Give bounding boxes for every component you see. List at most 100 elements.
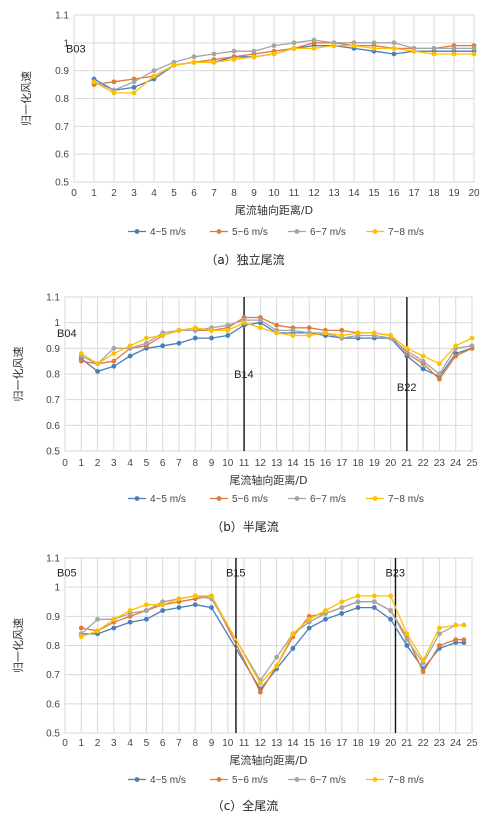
data-point xyxy=(371,599,377,605)
x-tick-label: 13 xyxy=(271,738,283,749)
data-point xyxy=(355,605,361,610)
x-tick-label: 8 xyxy=(192,738,198,749)
x-tick-label: 14 xyxy=(287,458,299,469)
data-point xyxy=(404,345,410,351)
y-tick-label: 0.7 xyxy=(46,395,60,406)
data-point xyxy=(420,669,426,675)
data-point xyxy=(160,333,166,338)
data-point xyxy=(437,371,442,377)
data-point xyxy=(257,689,263,695)
legend-label: 7~8 m/s xyxy=(388,775,424,786)
data-point xyxy=(231,48,237,54)
data-point xyxy=(323,330,328,336)
data-point xyxy=(453,343,459,349)
chart-caption: （c）全尾流 xyxy=(212,798,279,813)
legend-label: 6~7 m/s xyxy=(310,227,346,238)
data-point xyxy=(209,593,214,599)
data-point xyxy=(95,616,100,622)
x-tick-label: 8 xyxy=(231,188,237,199)
data-point xyxy=(420,353,426,359)
data-point xyxy=(311,37,317,43)
legend-label: 4~5 m/s xyxy=(150,775,186,786)
x-tick-label: 2 xyxy=(95,458,101,469)
data-point xyxy=(176,596,182,602)
chart-3: 0.50.60.70.80.911.10 1 2 3 4 5 6 7 8 9 10 11 12 13 14 1… xyxy=(11,554,478,814)
data-point xyxy=(274,322,280,328)
data-point xyxy=(306,625,312,631)
data-point xyxy=(339,611,345,616)
chart-2: 0.50.60.70.80.911.10 1 2 3 4 5 6 7 8 9 10 11 12 13 14 1… xyxy=(11,293,478,535)
data-point xyxy=(209,335,214,341)
y-tick-label: 0.6 xyxy=(55,150,69,161)
turbine-label: B23 xyxy=(385,568,405,580)
data-point xyxy=(225,322,231,328)
y-tick-label: 0.8 xyxy=(46,641,60,652)
data-point xyxy=(411,48,417,54)
legend-marker xyxy=(294,777,300,782)
x-tick-label: 13 xyxy=(271,458,283,469)
data-point xyxy=(355,330,361,336)
series-line xyxy=(93,39,474,91)
legend-label: 6~7 m/s xyxy=(310,775,346,786)
legend-label: 5~6 m/s xyxy=(232,494,268,505)
x-tick-label: 2 xyxy=(111,188,117,199)
data-point xyxy=(355,599,361,605)
data-point xyxy=(388,593,393,599)
x-tick-label: 7 xyxy=(211,188,217,199)
data-point xyxy=(111,616,117,622)
legend-marker xyxy=(134,777,140,782)
data-point xyxy=(306,333,312,338)
y-tick-label: 0.6 xyxy=(46,699,60,710)
x-tick-label: 9 xyxy=(209,458,215,469)
data-point xyxy=(469,343,475,349)
x-tick-label: 12 xyxy=(308,188,320,199)
x-tick-label: 17 xyxy=(408,188,420,199)
x-tick-label: 6 xyxy=(160,458,166,469)
x-tick-label: 10 xyxy=(222,458,234,469)
legend-marker xyxy=(294,229,300,234)
data-point xyxy=(420,358,426,364)
data-point xyxy=(420,366,426,372)
y-axis-label: 归一化风速 xyxy=(11,347,25,402)
data-point xyxy=(127,343,133,349)
x-tick-label: 5 xyxy=(171,188,177,199)
x-axis-label: 尾流轴向距离/D xyxy=(235,203,313,217)
legend-marker xyxy=(216,229,222,234)
x-tick-label: 23 xyxy=(434,738,446,749)
data-point xyxy=(191,54,197,60)
data-point xyxy=(251,48,257,54)
legend-marker xyxy=(134,496,140,501)
data-point xyxy=(78,351,84,356)
turbine-label: B22 xyxy=(397,382,417,394)
data-point xyxy=(437,361,442,367)
x-tick-label: 4 xyxy=(151,188,157,199)
x-tick-label: 20 xyxy=(385,458,397,469)
legend-marker xyxy=(216,777,222,782)
data-point xyxy=(144,608,149,613)
data-point xyxy=(461,637,467,643)
x-tick-label: 21 xyxy=(401,738,413,749)
data-point xyxy=(291,40,297,46)
turbine-label: B04 xyxy=(57,328,77,340)
data-point xyxy=(471,46,477,51)
x-tick-label: 17 xyxy=(336,738,348,749)
x-tick-label: 16 xyxy=(320,738,332,749)
data-point xyxy=(192,325,198,331)
data-point xyxy=(271,43,277,49)
data-point xyxy=(420,657,426,663)
data-point xyxy=(127,353,133,359)
x-tick-label: 15 xyxy=(304,738,316,749)
data-point xyxy=(231,57,237,62)
data-point xyxy=(127,619,133,625)
chart-caption: （a）独立尾流 xyxy=(205,252,284,267)
data-point xyxy=(290,327,296,333)
data-point xyxy=(388,616,393,622)
data-point xyxy=(160,602,166,608)
data-point xyxy=(437,376,442,382)
data-point xyxy=(291,46,297,51)
data-point xyxy=(131,90,137,96)
series-line xyxy=(93,44,474,91)
data-point xyxy=(191,59,197,65)
data-point xyxy=(355,593,361,599)
x-tick-label: 21 xyxy=(401,458,413,469)
